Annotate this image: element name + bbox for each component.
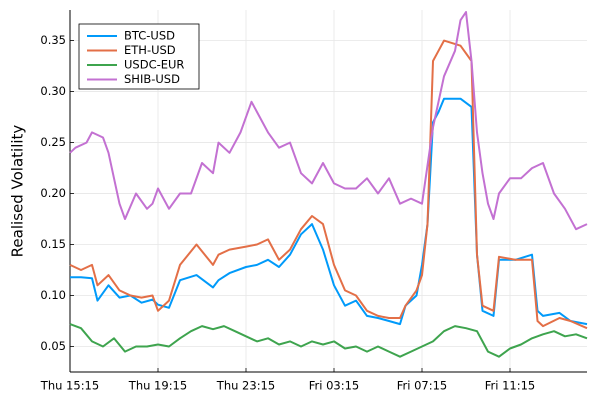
x-tick-label: Fri 11:15 xyxy=(485,379,536,393)
series-line-eth-usd xyxy=(69,39,588,330)
x-tick-label: Thu 23:15 xyxy=(216,379,275,393)
x-tick-label: Fri 03:15 xyxy=(309,379,360,393)
y-axis-title: Realised Volatility xyxy=(9,125,27,258)
legend-label-btc-usd: BTC-USD xyxy=(124,29,175,43)
series-layer xyxy=(69,11,588,358)
legend-label-eth-usd: ETH-USD xyxy=(124,43,176,57)
y-tick-label: 0.30 xyxy=(40,84,66,98)
x-tick-label: Thu 19:15 xyxy=(128,379,187,393)
y-tick-label: 0.25 xyxy=(40,135,66,149)
y-tick-label: 0.05 xyxy=(40,339,66,353)
series-line-shib-usd xyxy=(69,11,588,231)
x-tick-label: Fri 07:15 xyxy=(397,379,448,393)
ticks-layer: 0.05 0.10 0.15 0.20 0.25 0.30 0.35 Thu 15:15 Thu… xyxy=(40,33,535,392)
y-tick-label: 0.20 xyxy=(40,186,66,200)
axes-layer xyxy=(69,10,587,373)
y-tick-label: 0.35 xyxy=(40,33,66,47)
legend-label-usdc-eur: USDC-EUR xyxy=(124,58,184,72)
y-tick-label: 0.15 xyxy=(40,237,66,251)
series-line-usdc-eur xyxy=(69,323,588,358)
legend-label-shib-usd: SHIB-USD xyxy=(124,72,180,86)
x-tick-label: Thu 15:15 xyxy=(40,379,99,393)
legend-box xyxy=(78,23,200,90)
y-tick-label: 0.10 xyxy=(40,288,66,302)
